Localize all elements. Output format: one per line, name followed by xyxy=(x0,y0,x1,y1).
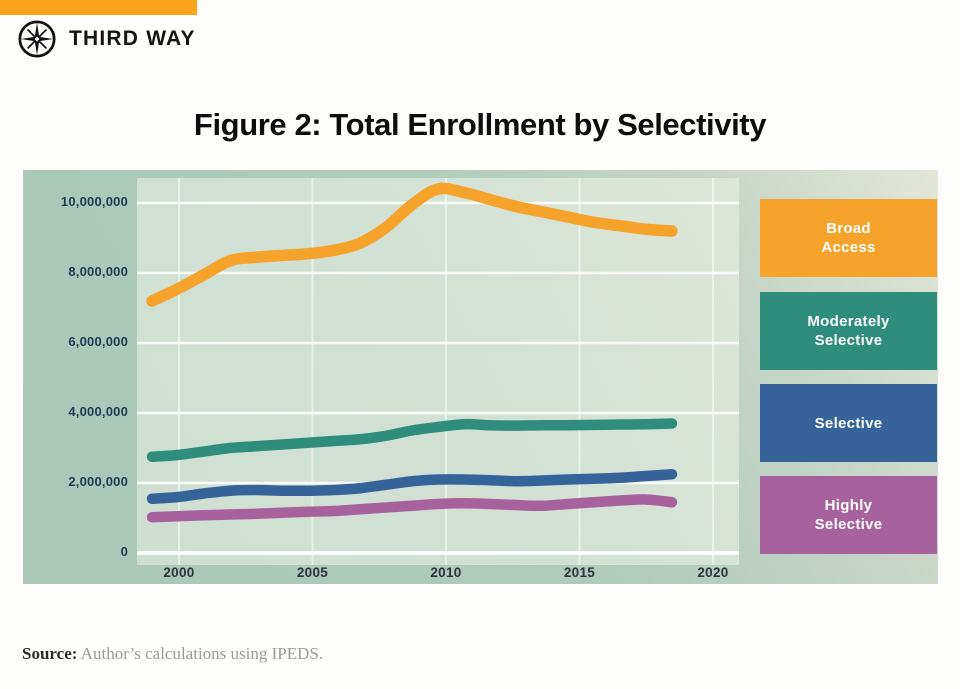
y-axis-label-10000000: 10,000,000 xyxy=(60,194,128,209)
legend-moderately-selective: Moderately Selective xyxy=(760,292,937,370)
enrollment-chart: 10,000,000 8,000,000 6,000,000 4,000,000 2,0… xyxy=(23,170,938,584)
line-selective xyxy=(146,469,678,504)
figure-title: Figure 2: Total Enrollment by Selectivit… xyxy=(193,106,767,142)
y-axis-label-0: 0 xyxy=(120,544,128,559)
legend-selective-label: Selective xyxy=(814,414,883,432)
line-highly-selective xyxy=(146,494,678,523)
legend-highly-selective: Highly Selective xyxy=(760,476,937,554)
y-axis-label-6000000: 6,000,000 xyxy=(68,334,128,349)
x-axis-label-2020: 2020 xyxy=(697,565,729,580)
line-moderately-selective xyxy=(146,418,678,462)
enrollment-lines-svg xyxy=(137,178,739,565)
legend-selective: Selective xyxy=(760,384,937,462)
legend-broad-access-label: Broad Access xyxy=(821,220,876,256)
source-label: Source: xyxy=(22,644,78,663)
legend-moderately-selective-label: Moderately Selective xyxy=(807,313,890,349)
x-axis-label-2000: 2000 xyxy=(163,565,195,580)
x-axis-label-2015: 2015 xyxy=(563,565,596,580)
line-broad-access xyxy=(146,182,678,307)
third-way-logo: THIRD WAY xyxy=(17,19,196,59)
x-axis-label-2005: 2005 xyxy=(296,565,329,580)
source-line: Source: Author’s calculations using IPED… xyxy=(22,644,323,664)
legend-broad-access: Broad Access xyxy=(760,199,937,277)
brand-accent-bar xyxy=(0,0,197,15)
compass-icon xyxy=(18,20,56,58)
x-axis-label-2010: 2010 xyxy=(430,565,462,580)
y-axis-label-4000000: 4,000,000 xyxy=(68,404,128,419)
brand-name: THIRD WAY xyxy=(69,27,196,50)
legend-highly-selective-label: Highly Selective xyxy=(814,497,883,533)
y-axis-label-2000000: 2,000,000 xyxy=(68,474,128,489)
y-axis-label-8000000: 8,000,000 xyxy=(68,264,128,279)
source-text: Author’s calculations using IPEDS. xyxy=(77,644,324,663)
